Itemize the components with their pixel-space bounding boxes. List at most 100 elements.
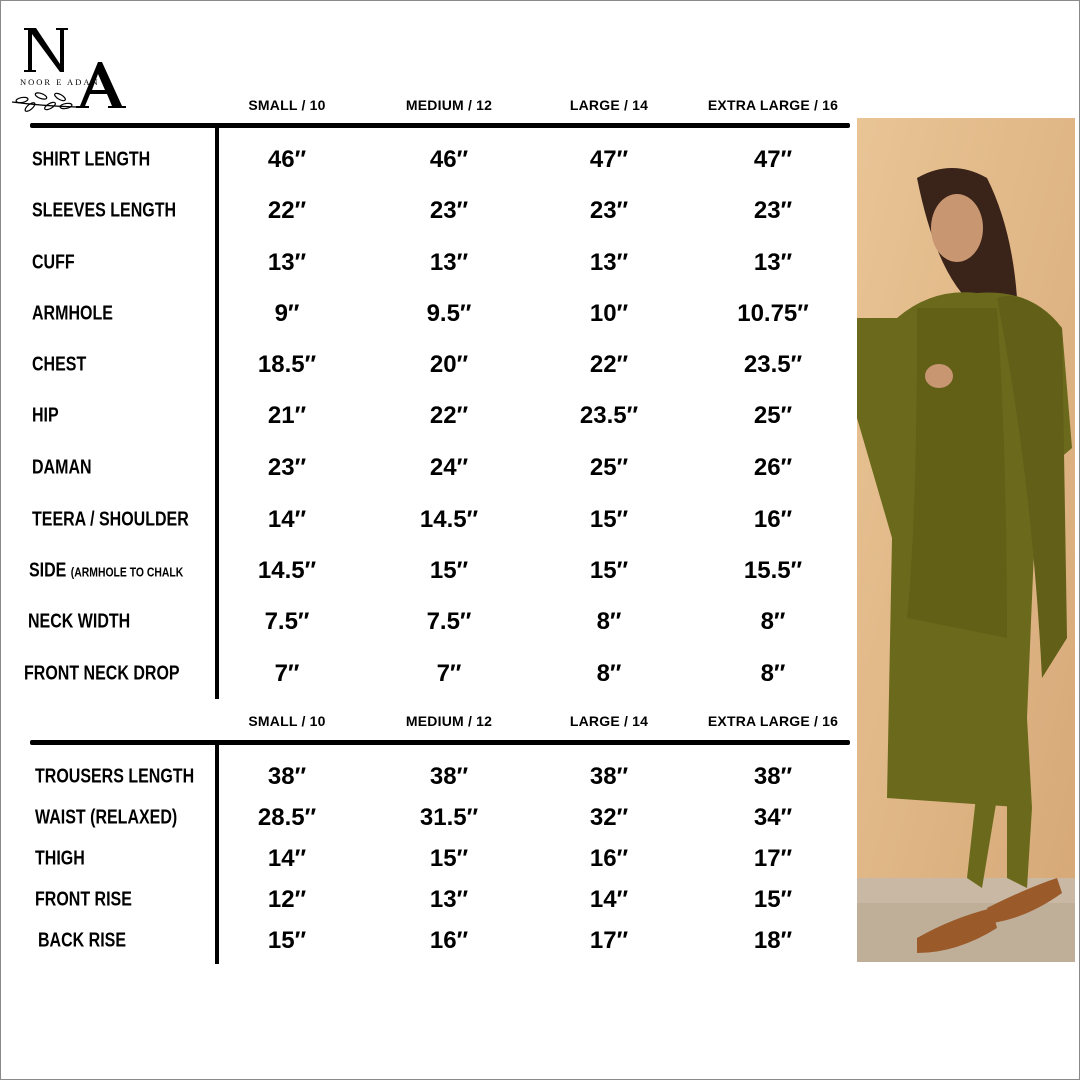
size-header: LARGE / 14 [569, 97, 649, 113]
measurement-value: 8″ [596, 608, 622, 635]
size-header: MEDIUM / 12 [405, 713, 493, 729]
measurement-value: 9″ [274, 300, 300, 327]
measurement-value: 28.5″ [257, 804, 317, 831]
measurement-name: BACK RISE [38, 929, 127, 952]
size-header: EXTRA LARGE / 16 [707, 713, 839, 729]
shirt-column-divider [215, 123, 219, 699]
measurement-value: 26″ [753, 454, 793, 481]
size-header: EXTRA LARGE / 16 [707, 97, 839, 113]
measurement-name: CHEST [32, 353, 87, 376]
brand-logo: NOOR E ADAN [8, 14, 133, 114]
measurement-value: 23.5″ [579, 402, 639, 429]
measurement-name: SHIRT LENGTH [32, 148, 151, 171]
measurement-name: CUFF [32, 251, 75, 274]
measurement-value: 15″ [589, 506, 629, 533]
measurement-value: 15″ [267, 927, 307, 954]
leaf-branch-icon [11, 92, 77, 112]
measurement-value: 12″ [267, 886, 307, 913]
measurement-label: FRONT RISE [35, 889, 132, 912]
measurement-value: 15″ [429, 557, 469, 584]
size-header: SMALL / 10 [248, 97, 326, 113]
measurement-value: 21″ [267, 402, 307, 429]
size-header: SMALL / 10 [248, 713, 326, 729]
trouser-header-divider [30, 740, 850, 745]
measurement-value: 46″ [429, 146, 469, 173]
measurement-name: WAIST (RELAXED) [35, 806, 178, 829]
measurement-value: 8″ [760, 660, 786, 687]
size-header: MEDIUM / 12 [405, 97, 493, 113]
measurement-value: 46″ [267, 146, 307, 173]
measurement-label: HIP [32, 405, 59, 428]
measurement-value: 38″ [267, 763, 307, 790]
measurement-name: SIDE [29, 559, 67, 582]
measurement-label: ARMHOLE [32, 303, 113, 326]
measurement-value: 13″ [267, 249, 307, 276]
measurement-value: 15″ [753, 886, 793, 913]
measurement-value: 14″ [589, 886, 629, 913]
measurement-label: TEERA / SHOULDER [32, 509, 189, 532]
measurement-value: 13″ [429, 249, 469, 276]
measurement-value: 22″ [429, 402, 469, 429]
trouser-column-divider [215, 740, 219, 964]
measurement-value: 38″ [589, 763, 629, 790]
measurement-name: NECK WIDTH [28, 610, 131, 633]
measurement-value: 13″ [753, 249, 793, 276]
measurement-value: 15″ [589, 557, 629, 584]
measurement-value: 16″ [589, 845, 629, 872]
measurement-label: CUFF [32, 252, 75, 275]
measurement-value: 7″ [274, 660, 300, 687]
measurement-value: 24″ [429, 454, 469, 481]
measurement-value: 8″ [760, 608, 786, 635]
measurement-value: 7″ [436, 660, 462, 687]
measurement-value: 10.75″ [737, 300, 809, 327]
measurement-note: (ARMHOLE TO CHALK [70, 564, 184, 580]
model-photo [857, 118, 1075, 962]
shirt-header-divider [30, 123, 850, 128]
measurement-value: 15″ [429, 845, 469, 872]
measurement-value: 14″ [267, 506, 307, 533]
measurement-value: 14″ [267, 845, 307, 872]
measurement-name: TEERA / SHOULDER [32, 508, 189, 531]
measurement-value: 23.5″ [743, 351, 803, 378]
measurement-value: 10″ [589, 300, 629, 327]
measurement-value: 47″ [589, 146, 629, 173]
measurement-name: HIP [32, 404, 59, 427]
brand-name: NOOR E ADAN [20, 77, 100, 87]
measurement-value: 17″ [753, 845, 793, 872]
measurement-value: 32″ [589, 804, 629, 831]
measurement-value: 13″ [589, 249, 629, 276]
measurement-value: 23″ [429, 197, 469, 224]
measurement-value: 9.5″ [426, 300, 472, 327]
measurement-label: THIGH [35, 848, 85, 871]
measurement-value: 22″ [267, 197, 307, 224]
measurement-value: 14.5″ [257, 557, 317, 584]
measurement-value: 31.5″ [419, 804, 479, 831]
measurement-name: DAMAN [32, 456, 92, 479]
size-header: LARGE / 14 [569, 713, 649, 729]
measurement-value: 16″ [753, 506, 793, 533]
measurement-value: 7.5″ [426, 608, 472, 635]
measurement-value: 20″ [429, 351, 469, 378]
measurement-value: 23″ [753, 197, 793, 224]
measurement-value: 7.5″ [264, 608, 310, 635]
measurement-label: DAMAN [32, 457, 92, 480]
measurement-value: 25″ [589, 454, 629, 481]
measurement-value: 13″ [429, 886, 469, 913]
measurement-name: FRONT RISE [35, 888, 132, 911]
measurement-value: 18.5″ [257, 351, 317, 378]
measurement-label: SIDE (ARMHOLE TO CHALK [29, 560, 183, 583]
measurement-value: 23″ [267, 454, 307, 481]
measurement-label: NECK WIDTH [28, 611, 130, 634]
measurement-name: TROUSERS LENGTH [35, 765, 195, 788]
measurement-value: 18″ [753, 927, 793, 954]
measurement-value: 47″ [753, 146, 793, 173]
measurement-name: FRONT NECK DROP [24, 662, 180, 685]
measurement-value: 15.5″ [743, 557, 803, 584]
measurement-name: ARMHOLE [32, 302, 113, 325]
measurement-value: 34″ [753, 804, 793, 831]
measurement-value: 8″ [596, 660, 622, 687]
measurement-label: TROUSERS LENGTH [35, 766, 194, 789]
measurement-name: THIGH [35, 847, 85, 870]
measurement-label: CHEST [32, 354, 86, 377]
measurement-value: 17″ [589, 927, 629, 954]
